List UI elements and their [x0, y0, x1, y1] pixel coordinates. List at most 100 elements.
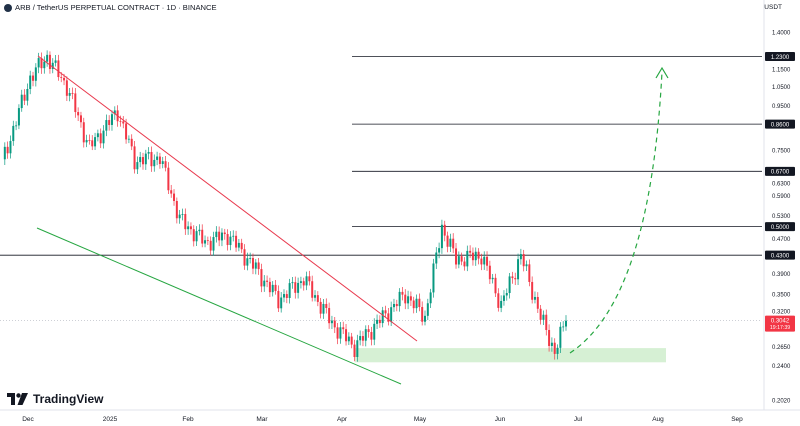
candle-body [435, 252, 438, 264]
tradingview-logo[interactable]: TradingView [7, 392, 103, 406]
candle-body [51, 62, 54, 69]
candle-body [198, 229, 201, 232]
candle-body [9, 141, 12, 154]
candle-body [26, 88, 29, 101]
candle-body [266, 280, 269, 282]
candle-body [367, 329, 370, 333]
candle-body [226, 234, 229, 246]
candle-body [525, 264, 528, 267]
candle-body [314, 295, 317, 298]
candle-body [88, 140, 91, 141]
current-price-badge [765, 315, 795, 332]
candle-body [384, 310, 387, 314]
y-tick-label: 1.4000 [772, 31, 791, 37]
candle-body [415, 298, 418, 309]
x-tick-label: Mar [256, 416, 268, 423]
candle-body [452, 238, 455, 249]
candle-body [63, 77, 66, 81]
candle-body [6, 146, 9, 154]
y-tick-label: 0.5900 [772, 194, 791, 200]
candle-body [12, 125, 15, 142]
currency-label[interactable]: USDT [764, 4, 782, 11]
candle-body [531, 281, 534, 300]
candle-body [542, 314, 545, 320]
candle-body [237, 242, 240, 248]
y-tick-label: 0.6300 [772, 181, 791, 187]
level-label-badge [765, 166, 795, 176]
candle-body [432, 263, 435, 293]
candle-body [517, 259, 520, 280]
candle-body [274, 284, 277, 291]
candle-body [548, 329, 551, 346]
candle-body [254, 262, 257, 269]
candle-body [175, 201, 178, 219]
candle-body [556, 347, 559, 354]
candle-body [438, 248, 441, 253]
candle-body [223, 232, 226, 235]
candle-body [333, 320, 336, 328]
candle-body [350, 336, 353, 345]
candle-body [204, 240, 207, 244]
candle-body [127, 138, 130, 140]
x-tick-label: 2025 [103, 416, 118, 423]
candle-body [105, 120, 108, 131]
candle-body [514, 278, 517, 280]
candle-body [102, 130, 105, 144]
candle-body [443, 224, 446, 236]
candle-body [156, 156, 159, 160]
candle-body [96, 133, 99, 138]
x-tick-label: Sep [731, 416, 743, 423]
candle-body [215, 231, 218, 238]
level-label-badge [765, 250, 795, 260]
candle-body [43, 61, 46, 69]
y-tick-label: 0.2020 [772, 398, 791, 404]
candle-body [94, 137, 97, 147]
candle-body [471, 252, 474, 261]
candle-body [339, 327, 342, 339]
y-tick-label: 0.2650 [772, 345, 791, 351]
candle-body [460, 256, 463, 262]
candle-body [288, 283, 291, 298]
candle-body [536, 296, 539, 309]
candle-body [218, 231, 221, 241]
candle-body [381, 310, 384, 324]
support-zone [355, 348, 666, 363]
candle-body [60, 77, 63, 78]
level-label-badge [765, 222, 795, 232]
candle-body [153, 159, 156, 167]
candle-body [240, 242, 243, 250]
candle-body [356, 340, 359, 357]
candle-body [113, 110, 116, 115]
candle-body [20, 94, 23, 109]
y-tick-label: 0.3900 [772, 272, 791, 278]
candle-body [345, 329, 348, 342]
level-label-badge [765, 119, 795, 129]
candle-body [455, 248, 458, 265]
candle-body [71, 93, 74, 94]
x-tick-label: Jul [574, 416, 583, 423]
candle-body [34, 67, 37, 81]
current-price-label: 0.3042 [771, 318, 790, 324]
candle-body [48, 54, 51, 69]
candle-body [142, 157, 144, 165]
candle-body [407, 296, 410, 304]
candle-body [474, 251, 477, 261]
candle-body [297, 282, 300, 293]
candle-body [65, 80, 68, 96]
candle-body [522, 254, 525, 267]
candle-body [519, 254, 522, 260]
projection-arrowhead [655, 66, 669, 79]
candle-body [511, 276, 514, 279]
candle-body [421, 307, 424, 322]
candle-body [130, 138, 133, 147]
candle-body [486, 256, 489, 266]
candle-body [260, 269, 263, 287]
candle-body [545, 314, 548, 330]
candle-body [316, 295, 319, 302]
candle-body [409, 296, 412, 301]
candle-body [562, 326, 565, 328]
candle-body [144, 153, 147, 165]
y-tick-label: 0.2400 [772, 364, 791, 370]
candle-body [82, 122, 85, 143]
